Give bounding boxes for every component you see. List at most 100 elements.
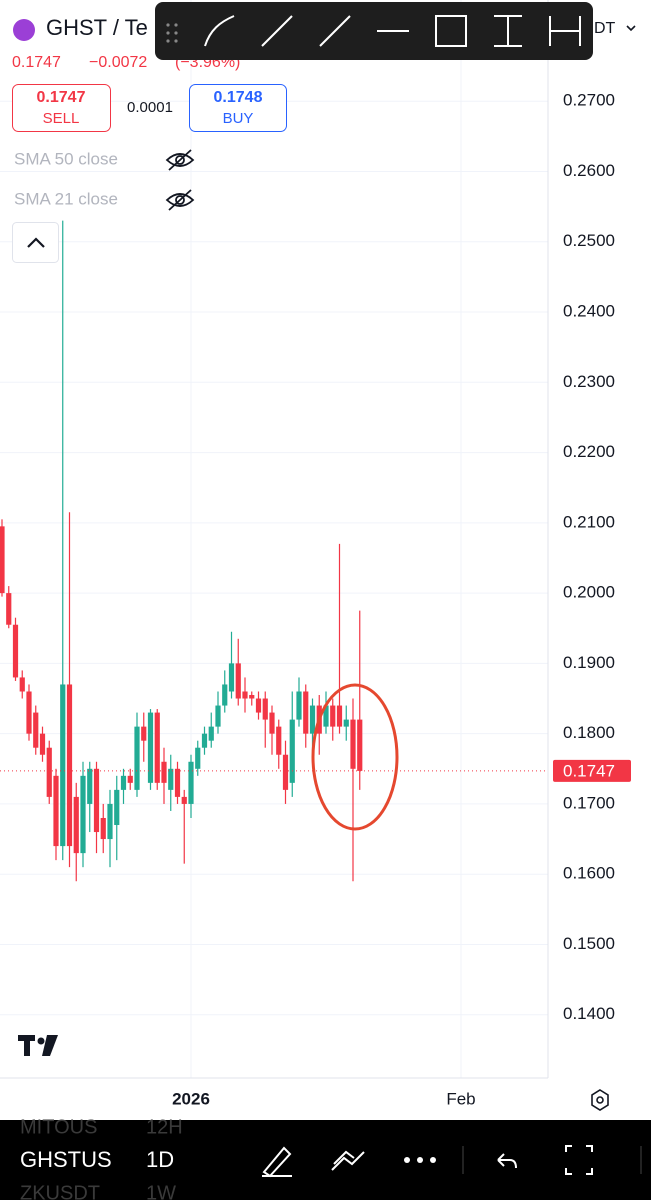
next-symbol: ZKUSDT [20,1182,100,1200]
indicator-label[interactable]: SMA 50 close [14,149,118,168]
candle-body [228,663,235,692]
candle-body [303,691,309,734]
candle-body [53,775,59,847]
y-tick-label: 0.1700 [563,793,615,812]
drag-handle[interactable] [166,23,178,43]
tool-trendline[interactable] [319,15,351,47]
hidden-eye-icon[interactable] [165,189,195,211]
candle-body [93,768,100,833]
candle-body [26,691,32,734]
sell-price: 0.1747 [37,89,86,106]
candle-body [350,719,356,769]
prev-symbol: MITOUS [20,1116,97,1138]
candle-body [19,677,25,692]
candle-body [269,712,275,734]
price-change: −0.0072 [89,54,147,71]
currency: DT [594,20,616,37]
more-icon[interactable] [404,1157,436,1163]
candle-body [276,726,282,755]
sell-button[interactable] [12,84,111,132]
draw-icon[interactable] [262,1146,292,1178]
tool-date-range[interactable] [549,16,581,46]
dropdown-icon[interactable] [626,25,636,32]
candle-body [201,733,208,748]
y-tick-label: 0.1900 [563,653,615,672]
candle-body [222,684,228,706]
candle-body [120,775,127,790]
prev-interval: 12H [146,1116,183,1138]
buy-label: BUY [223,110,254,127]
candle-body [262,698,268,720]
candle-body [154,712,160,783]
candle-body [282,754,289,790]
last-price-tag [553,759,631,782]
candle-body [107,803,113,840]
candle-body [235,663,241,699]
candle-body [195,747,201,769]
y-tick-label: 0.1500 [563,934,615,953]
hidden-eye-icon[interactable] [165,149,195,171]
candle-body [6,593,12,625]
candle-body [188,761,194,804]
y-tick-label: 0.1600 [563,864,615,883]
candle-body [336,705,343,727]
candle-body [87,768,93,804]
indicator-label[interactable]: SMA 21 close [14,189,118,208]
fullscreen-icon[interactable] [565,1145,593,1175]
candle-body [12,624,19,678]
y-tick-label: 0.2600 [563,161,615,180]
candle-body [309,705,316,734]
candle-body [323,705,329,727]
y-tick-label: 0.2000 [563,583,615,602]
x-tick-label: 2026 [172,1089,210,1108]
candle-body [134,726,140,790]
candle-body [161,761,167,783]
y-tick-label: 0.2700 [563,91,615,110]
buy-price: 0.1748 [214,89,263,106]
buy-button[interactable] [189,84,287,132]
drawing-toolbar [155,2,593,60]
next-interval: 1W [146,1182,176,1200]
candle-body [33,712,39,748]
candle-body [242,691,248,699]
undo-icon[interactable] [497,1153,517,1169]
tool-rectangle[interactable] [435,15,467,47]
collapse-button[interactable] [12,222,59,263]
settings-icon[interactable] [591,1089,609,1111]
tool-price-range[interactable] [494,15,522,47]
candle-body [330,705,336,727]
chart-area [0,0,548,1078]
tv-logo [18,1035,58,1056]
candle-body [66,684,73,847]
symbol[interactable]: GHST / Te [46,15,148,40]
candle-body [46,747,52,797]
candle-body [127,775,133,783]
candle-body [0,526,5,594]
symbol-picker[interactable]: GHSTUS [20,1147,112,1172]
settings-icon-center [596,1096,604,1104]
y-tick-label: 0.2100 [563,512,615,531]
interval-picker[interactable]: 1D [146,1147,174,1172]
candle-body [181,796,187,804]
x-tick-label: Feb [446,1089,475,1108]
sell-label: SELL [43,110,80,127]
tool-curve[interactable] [204,15,235,47]
candle-body [73,796,79,854]
candle-body [255,698,262,713]
tool-arrow[interactable] [261,15,293,47]
candle-body [114,789,120,826]
spread: 0.0001 [127,99,173,116]
candle-body [168,768,174,790]
y-tick-label: 0.1800 [563,723,615,742]
annotation-circle [311,683,399,831]
candle-body [215,705,221,727]
y-tick-label: 0.2400 [563,302,615,321]
collapse-icon [27,237,45,248]
last-price-label: 0.1747 [563,761,615,780]
candle-body [296,691,302,720]
y-tick-label: 0.2200 [563,442,615,461]
indicators-icon[interactable] [331,1150,365,1171]
last-price: 0.1747 [12,54,61,71]
